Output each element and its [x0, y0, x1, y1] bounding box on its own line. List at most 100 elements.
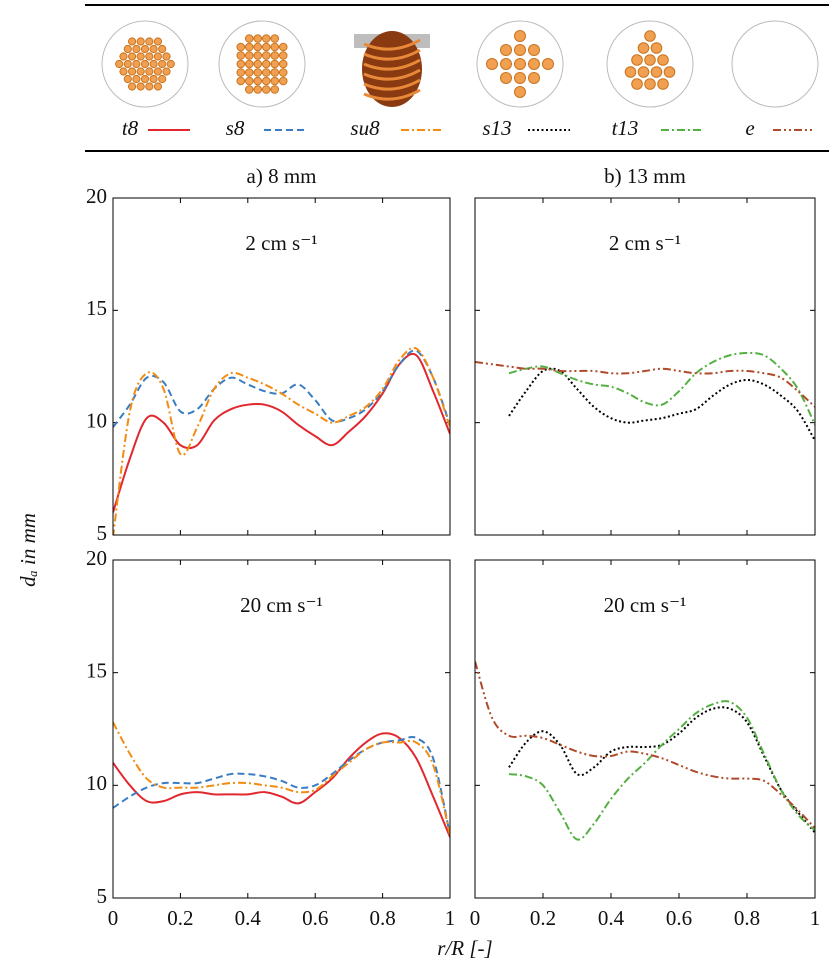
series-line — [475, 361, 815, 408]
icon-rod — [253, 59, 263, 69]
icon-stripe — [363, 88, 421, 101]
icon-rod — [650, 42, 663, 54]
icon-rod — [149, 74, 158, 84]
icon-rod — [500, 72, 512, 84]
icon-rod — [119, 67, 128, 76]
icon-rod — [119, 52, 128, 61]
icon-rod — [136, 82, 145, 91]
icon-rod — [261, 59, 271, 69]
x-axis-label: r/R [-] — [437, 936, 492, 960]
icon-rod — [278, 51, 288, 60]
y-axis-label: dₐ in mm — [16, 513, 40, 587]
icon-stripe — [363, 58, 421, 71]
x-tick-label: 0.4 — [598, 906, 625, 930]
icon-rod — [542, 58, 554, 70]
icon-rod — [644, 78, 656, 90]
icon-rod — [236, 42, 246, 52]
icon-rod — [149, 44, 158, 54]
icon-rod — [278, 68, 288, 77]
icon-rod — [270, 59, 280, 69]
legend-label: e — [745, 116, 754, 140]
panel-annotation: 2 cm s⁻¹ — [245, 231, 317, 255]
icon-rod — [244, 76, 254, 86]
icon-rod — [631, 54, 643, 66]
icon-rod — [270, 51, 280, 60]
icon-stripe — [363, 68, 421, 81]
icon-rod — [657, 78, 669, 90]
icon-rod — [236, 59, 246, 69]
y-tick-label: 15 — [86, 658, 107, 682]
x-tick-label: 0.8 — [734, 906, 760, 930]
icon-rod — [136, 37, 145, 46]
icon-rod — [261, 42, 271, 52]
icon-rod — [514, 30, 526, 42]
panel-title: b) 13 mm — [604, 164, 686, 188]
panel-annotation: 20 cm s⁻¹ — [240, 593, 323, 617]
legend-label: t8 — [122, 116, 139, 140]
icon-rod — [270, 34, 280, 43]
icon-rod — [253, 42, 263, 52]
series-line — [508, 706, 815, 834]
icon-rod — [270, 85, 280, 94]
plot-frame — [112, 197, 451, 536]
icon-rod — [140, 59, 150, 69]
icon-circle — [731, 20, 819, 108]
icon-rod — [153, 37, 162, 46]
icon-rod — [278, 76, 288, 86]
plot-frame — [112, 559, 451, 899]
icon-rod — [153, 67, 162, 76]
icon-rod — [158, 74, 167, 84]
icon-rod — [162, 52, 171, 61]
icon-rod — [128, 67, 137, 76]
icon-rod — [128, 37, 137, 46]
panel-title: a) 8 mm — [247, 164, 317, 188]
series-line — [113, 721, 450, 836]
y-tick-label: 5 — [97, 521, 108, 545]
icon-rod — [244, 59, 254, 69]
icon-rod — [637, 66, 650, 78]
x-tick-label: 0.4 — [235, 906, 262, 930]
panel-annotation: 2 cm s⁻¹ — [609, 231, 681, 255]
x-tick-label: 0.6 — [666, 906, 692, 930]
icon-rod — [657, 54, 669, 66]
panel-annotation: 20 cm s⁻¹ — [604, 593, 687, 617]
x-tick-label: 1 — [445, 906, 456, 930]
icon-rod — [145, 37, 154, 46]
series-line — [113, 352, 450, 513]
series-line — [475, 661, 815, 829]
icon-rod — [115, 59, 124, 69]
icon-rod — [236, 51, 246, 60]
icon-stripe — [363, 48, 421, 61]
icon-rod — [644, 54, 656, 66]
icon-rod — [650, 66, 663, 78]
icon-rod — [514, 44, 526, 56]
x-tick-label: 0.2 — [167, 906, 193, 930]
icon-stripe — [363, 78, 421, 91]
icon-rod — [132, 59, 141, 69]
icon-rod — [261, 34, 271, 43]
series-line — [113, 735, 450, 836]
x-tick-label: 1 — [810, 906, 821, 930]
y-tick-label: 15 — [86, 296, 107, 320]
icon-rod — [637, 42, 650, 54]
icon-rod — [145, 82, 154, 91]
icon-rod — [128, 52, 137, 61]
x-tick-label: 0.6 — [302, 906, 328, 930]
icon-rod — [514, 58, 526, 70]
plot-frame — [474, 197, 816, 536]
icon-rod — [278, 59, 288, 69]
icon-rod — [528, 44, 540, 56]
legend-label: s13 — [482, 116, 511, 140]
icon-rod — [145, 52, 154, 61]
icon-rod — [631, 78, 643, 90]
icon-rod — [136, 67, 145, 76]
icon-rod — [128, 82, 137, 91]
icon-rod — [236, 68, 246, 77]
icon-rod — [270, 42, 280, 52]
icon-rod — [624, 66, 637, 78]
plot-frame — [474, 559, 816, 899]
icon-rod — [253, 76, 263, 86]
icon-rod — [528, 58, 540, 70]
icon-rod — [244, 68, 254, 77]
